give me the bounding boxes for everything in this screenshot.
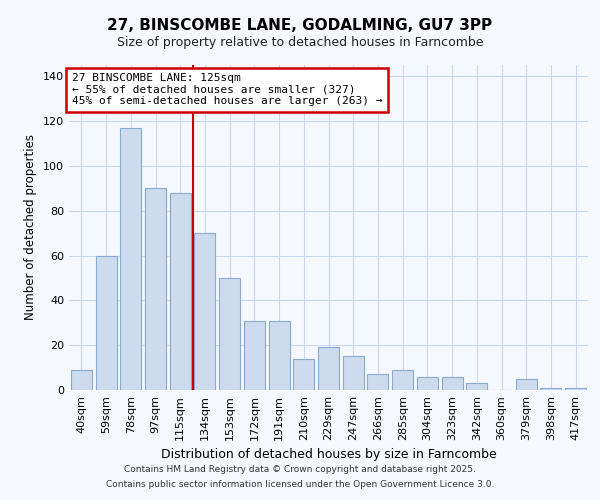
Bar: [516, 379, 537, 390]
Text: Contains public sector information licensed under the Open Government Licence 3.: Contains public sector information licen…: [106, 480, 494, 489]
X-axis label: Distribution of detached houses by size in Farncombe: Distribution of detached houses by size …: [161, 448, 496, 462]
Text: Size of property relative to detached houses in Farncombe: Size of property relative to detached ho…: [117, 36, 483, 49]
Bar: [417, 376, 438, 390]
Bar: [367, 374, 388, 390]
Bar: [95, 256, 116, 390]
Text: Contains HM Land Registry data © Crown copyright and database right 2025.: Contains HM Land Registry data © Crown c…: [124, 465, 476, 474]
Bar: [293, 358, 314, 390]
Bar: [145, 188, 166, 390]
Bar: [194, 233, 215, 390]
Bar: [565, 388, 586, 390]
Bar: [466, 384, 487, 390]
Bar: [71, 370, 92, 390]
Bar: [244, 320, 265, 390]
Bar: [442, 376, 463, 390]
Bar: [541, 388, 562, 390]
Bar: [318, 348, 339, 390]
Bar: [170, 193, 191, 390]
Bar: [120, 128, 141, 390]
Bar: [269, 320, 290, 390]
Bar: [392, 370, 413, 390]
Text: 27, BINSCOMBE LANE, GODALMING, GU7 3PP: 27, BINSCOMBE LANE, GODALMING, GU7 3PP: [107, 18, 493, 32]
Y-axis label: Number of detached properties: Number of detached properties: [25, 134, 37, 320]
Bar: [343, 356, 364, 390]
Bar: [219, 278, 240, 390]
Text: 27 BINSCOMBE LANE: 125sqm
← 55% of detached houses are smaller (327)
45% of semi: 27 BINSCOMBE LANE: 125sqm ← 55% of detac…: [71, 73, 382, 106]
